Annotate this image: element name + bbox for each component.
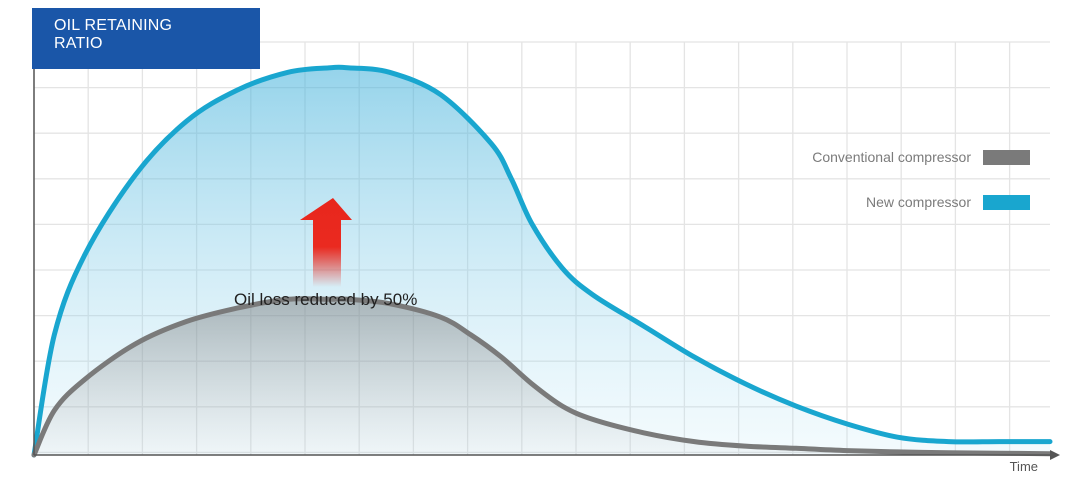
area-conventional-compressor — [34, 298, 1050, 455]
x-axis-label: Time — [1009, 459, 1038, 474]
series-line-new-compressor — [31, 64, 1053, 458]
chart-title-box: OIL RETAINING RATIO — [32, 8, 260, 69]
legend-item-new: New compressor — [866, 194, 1030, 210]
legend-swatch-conventional — [983, 149, 1030, 165]
series-line-conventional-compressor — [31, 296, 1053, 458]
annotation-oil-loss: Oil loss reduced by 50% — [234, 290, 418, 309]
chart-title-line-2: RATIO — [54, 35, 103, 52]
legend-label-conventional: Conventional compressor — [812, 149, 971, 165]
x-axis-arrowhead — [1050, 450, 1060, 460]
legend-swatch-new — [983, 194, 1030, 210]
legend-item-conventional: Conventional compressor — [812, 149, 1030, 165]
up-arrow-icon — [300, 198, 352, 287]
chart-title-line-1: OIL RETAINING — [54, 17, 173, 34]
legend-label-new: New compressor — [865, 194, 971, 210]
axes — [33, 8, 1060, 460]
